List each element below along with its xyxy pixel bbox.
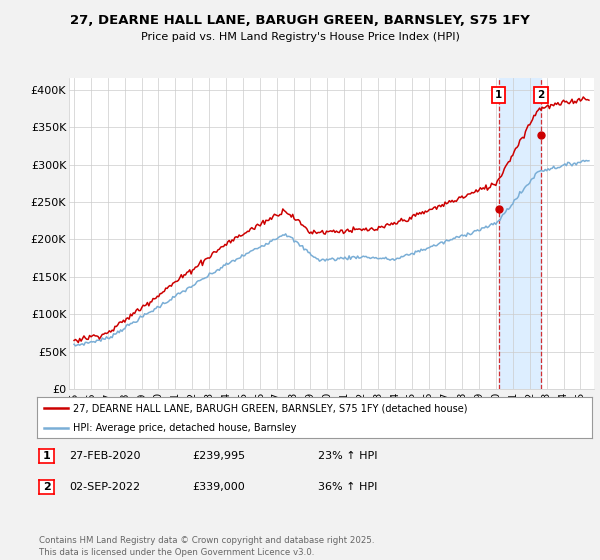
Text: 27, DEARNE HALL LANE, BARUGH GREEN, BARNSLEY, S75 1FY: 27, DEARNE HALL LANE, BARUGH GREEN, BARN… — [70, 14, 530, 27]
Text: 1: 1 — [43, 451, 50, 461]
Text: £339,000: £339,000 — [192, 482, 245, 492]
Text: 23% ↑ HPI: 23% ↑ HPI — [318, 451, 377, 461]
Text: 27, DEARNE HALL LANE, BARUGH GREEN, BARNSLEY, S75 1FY (detached house): 27, DEARNE HALL LANE, BARUGH GREEN, BARN… — [73, 404, 468, 413]
Text: Price paid vs. HM Land Registry's House Price Index (HPI): Price paid vs. HM Land Registry's House … — [140, 32, 460, 43]
Text: 2: 2 — [538, 90, 545, 100]
Text: 36% ↑ HPI: 36% ↑ HPI — [318, 482, 377, 492]
Text: Contains HM Land Registry data © Crown copyright and database right 2025.
This d: Contains HM Land Registry data © Crown c… — [39, 536, 374, 557]
Text: 27-FEB-2020: 27-FEB-2020 — [69, 451, 140, 461]
Text: 02-SEP-2022: 02-SEP-2022 — [69, 482, 140, 492]
Bar — [499, 78, 541, 389]
Text: 2: 2 — [43, 482, 50, 492]
Text: 1: 1 — [495, 90, 502, 100]
Text: £239,995: £239,995 — [192, 451, 245, 461]
Text: HPI: Average price, detached house, Barnsley: HPI: Average price, detached house, Barn… — [73, 423, 296, 433]
